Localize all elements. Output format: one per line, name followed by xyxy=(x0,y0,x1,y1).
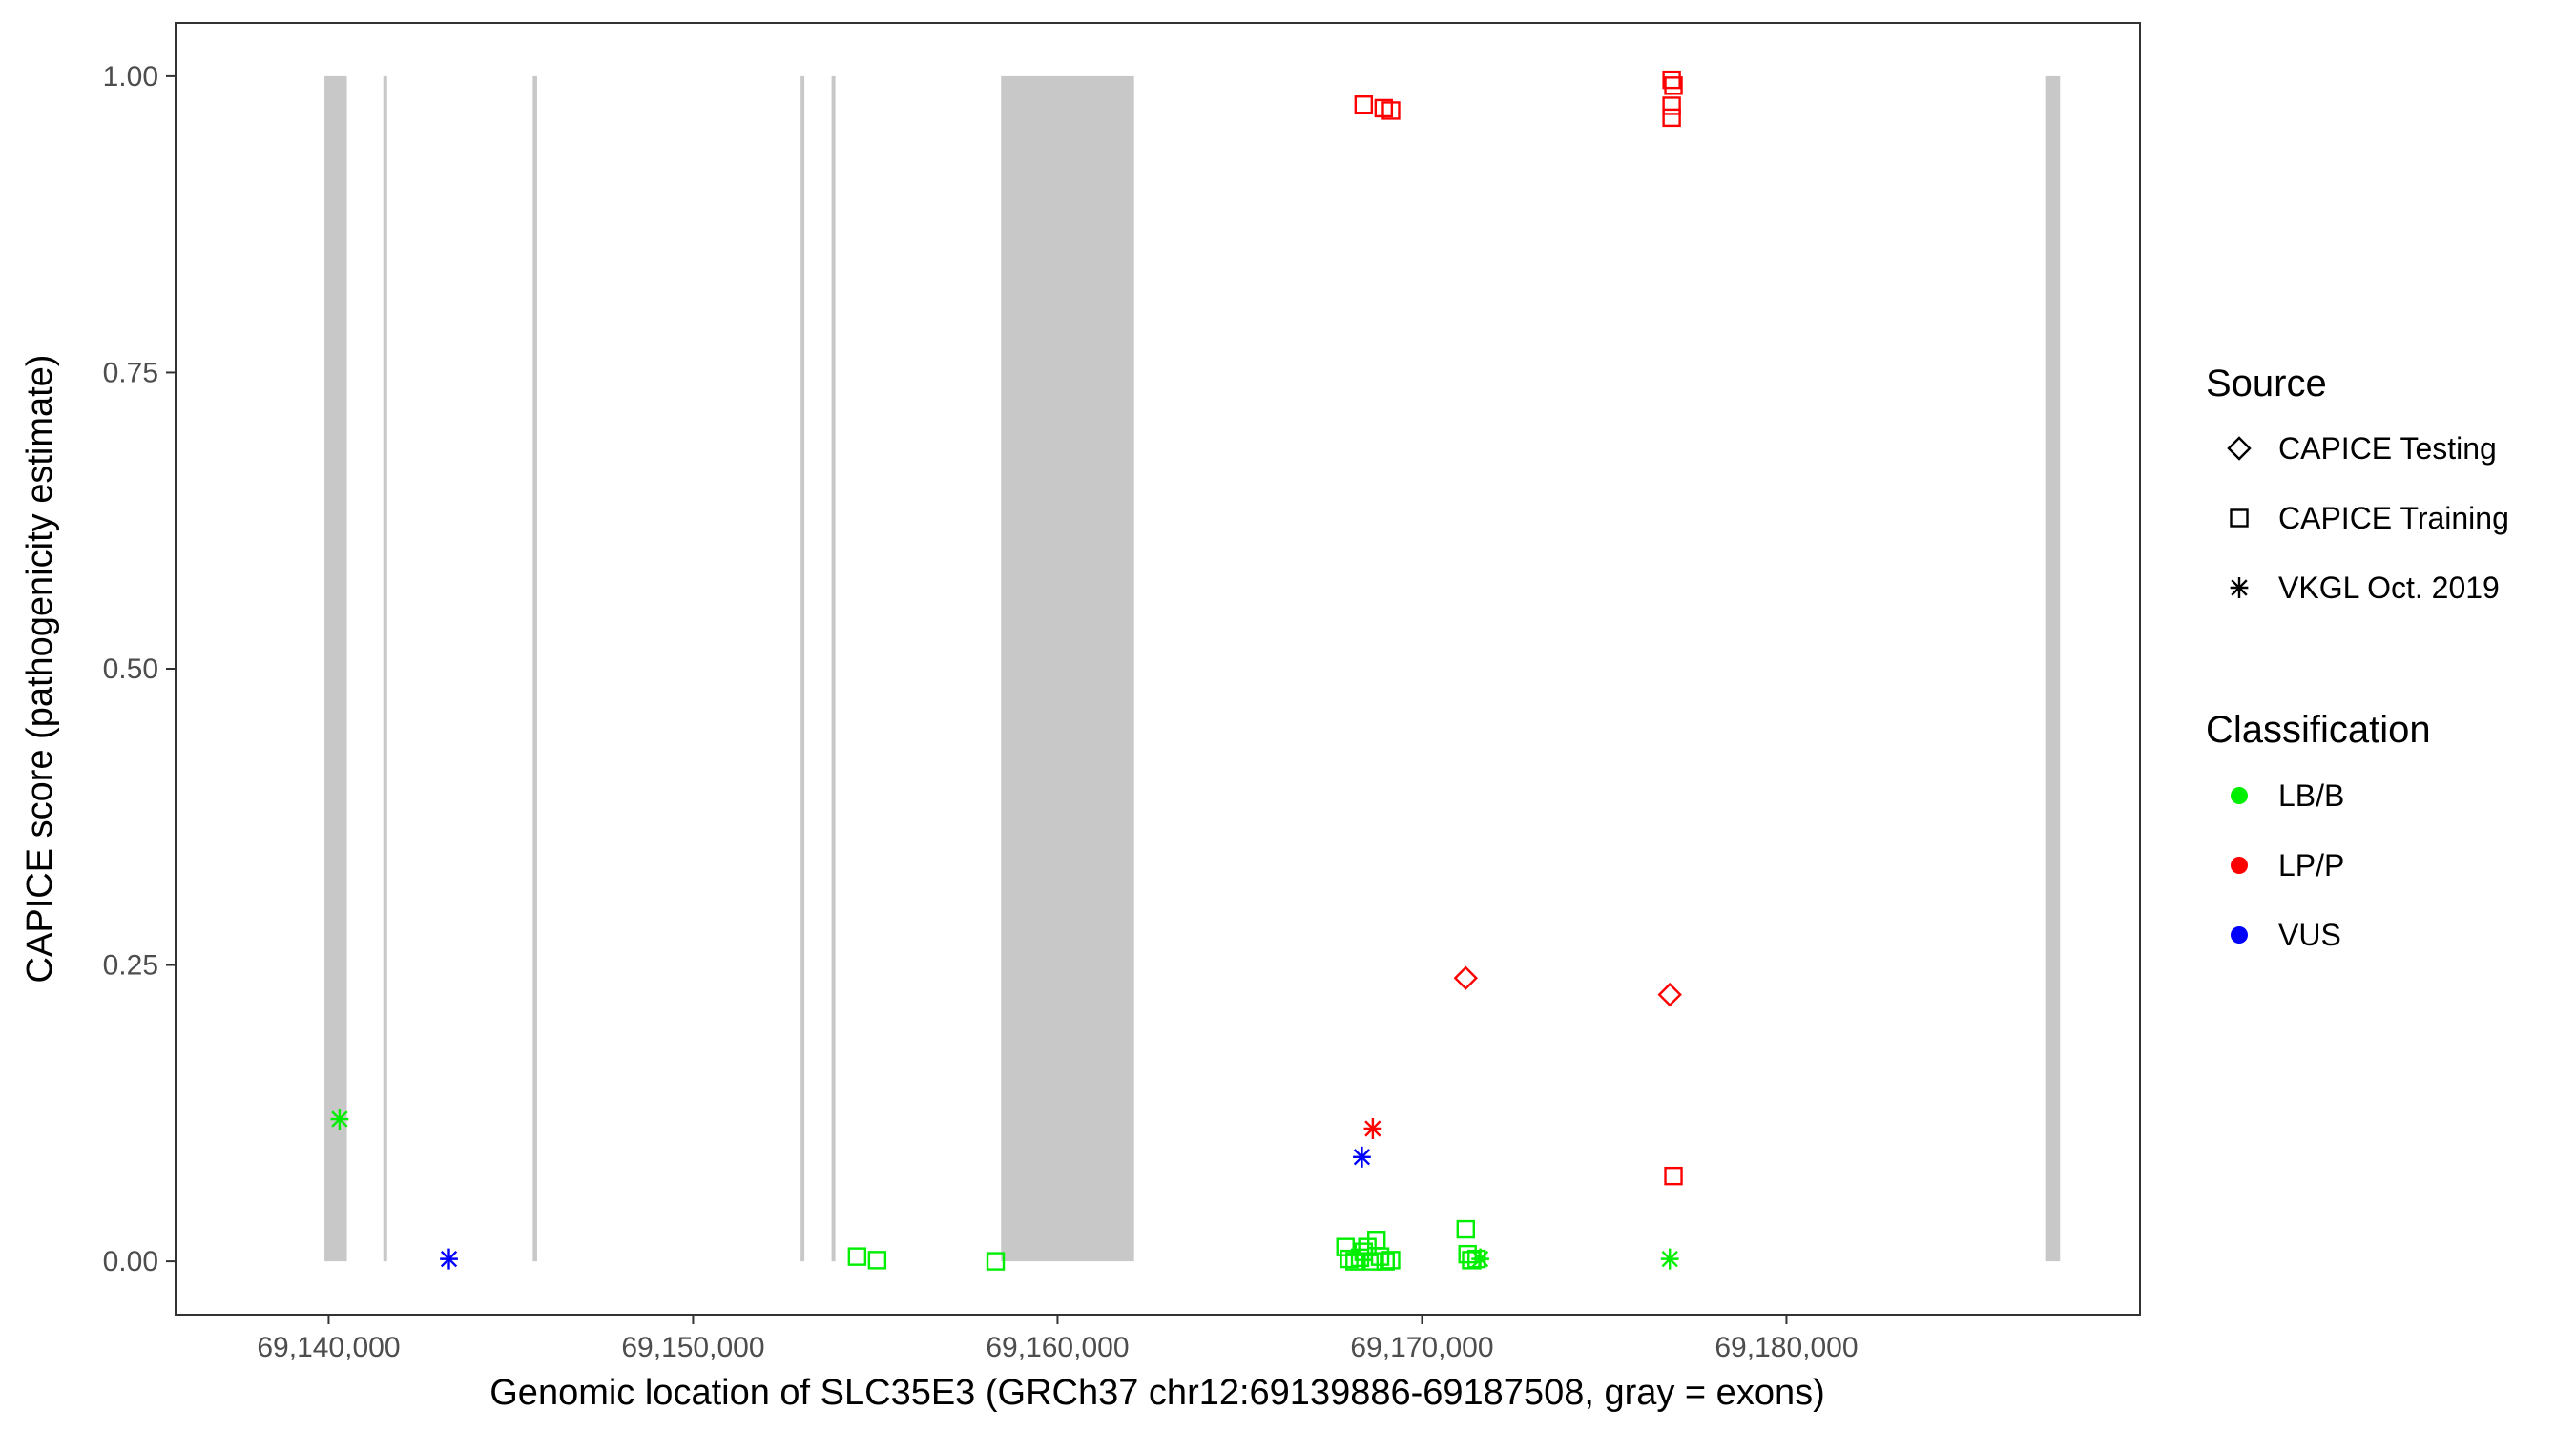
exon-bands xyxy=(324,75,2061,1262)
data-point-asterisk xyxy=(440,1248,458,1270)
legend-source-label: VKGL Oct. 2019 xyxy=(2278,570,2500,605)
data-point-asterisk xyxy=(1353,1146,1371,1168)
x-tick-label: 69,160,000 xyxy=(986,1332,1129,1363)
y-axis: 0.00 0.25 0.50 0.75 1.00 xyxy=(103,61,176,1277)
exon-band xyxy=(831,75,836,1262)
legend-classification-title: Classification xyxy=(2206,709,2431,751)
legend-class-label: LP/P xyxy=(2278,848,2344,882)
data-point-square xyxy=(867,1251,887,1270)
x-tick-label: 69,140,000 xyxy=(257,1332,400,1363)
x-tick-label: 69,170,000 xyxy=(1350,1332,1493,1363)
legend-key-square xyxy=(2230,508,2249,528)
legend-class-label: LB/B xyxy=(2278,778,2344,813)
data-point-square xyxy=(1664,1166,1683,1186)
legend: Source CAPICE Testing CAPICE Training VKGL… xyxy=(2206,363,2509,952)
data-point-square xyxy=(1664,76,1683,95)
data-point-asterisk xyxy=(1363,1117,1382,1139)
data-point-square xyxy=(1662,70,1681,90)
data-point-square xyxy=(986,1252,1006,1271)
x-axis: 69,140,000 69,150,000 69,160,000 69,170,000… xyxy=(257,1315,1859,1363)
exon-band xyxy=(1001,75,1134,1262)
y-tick-label: 0.00 xyxy=(103,1246,158,1277)
y-tick-label: 0.75 xyxy=(103,357,158,388)
legend-class-label: VUS xyxy=(2278,918,2341,952)
data-point-square xyxy=(847,1247,867,1266)
data-point-square xyxy=(1662,96,1681,115)
legend-key-dot xyxy=(2231,926,2248,944)
x-tick-label: 69,150,000 xyxy=(621,1332,764,1363)
exon-band xyxy=(324,75,347,1262)
legend-source-items: CAPICE Testing CAPICE Training VKGL Oct. 2… xyxy=(2227,431,2509,605)
data-point-square xyxy=(1370,1247,1390,1266)
exon-band xyxy=(2045,75,2061,1262)
legend-source-label: CAPICE Training xyxy=(2278,501,2509,535)
data-point-asterisk xyxy=(1660,1248,1679,1270)
legend-key-dot xyxy=(2231,857,2248,874)
y-tick-label: 1.00 xyxy=(103,61,158,93)
legend-key-asterisk xyxy=(2230,577,2249,598)
data-point-square xyxy=(1376,1252,1395,1271)
exon-band xyxy=(800,75,805,1262)
legend-class-items: LB/B LP/P VUS xyxy=(2231,778,2344,952)
x-axis-title: Genomic location of SLC35E3 (GRCh37 chr1… xyxy=(489,1373,1825,1413)
data-point-square xyxy=(1456,1219,1475,1239)
data-point-square xyxy=(1662,108,1681,128)
exon-band xyxy=(383,75,387,1262)
data-point-diamond xyxy=(1657,982,1682,1007)
data-point-asterisk xyxy=(330,1109,349,1130)
plot-panel-border xyxy=(175,22,2141,1316)
y-tick-label: 0.25 xyxy=(103,950,158,982)
data-point-asterisk xyxy=(1471,1248,1489,1270)
data-point-square xyxy=(1381,101,1401,120)
data-point-square xyxy=(1354,95,1374,114)
legend-source-label: CAPICE Testing xyxy=(2278,431,2497,466)
data-points xyxy=(330,70,1683,1271)
data-point-diamond xyxy=(1453,965,1478,990)
y-tick-label: 0.50 xyxy=(103,653,158,685)
y-axis-title: CAPICE score (pathogenicity estimate) xyxy=(20,355,60,984)
legend-key-diamond xyxy=(2227,436,2252,461)
data-point-square xyxy=(1381,1251,1401,1270)
legend-key-dot xyxy=(2231,787,2248,804)
exon-band xyxy=(532,75,537,1262)
legend-source-title: Source xyxy=(2206,363,2327,404)
x-tick-label: 69,180,000 xyxy=(1714,1332,1858,1363)
